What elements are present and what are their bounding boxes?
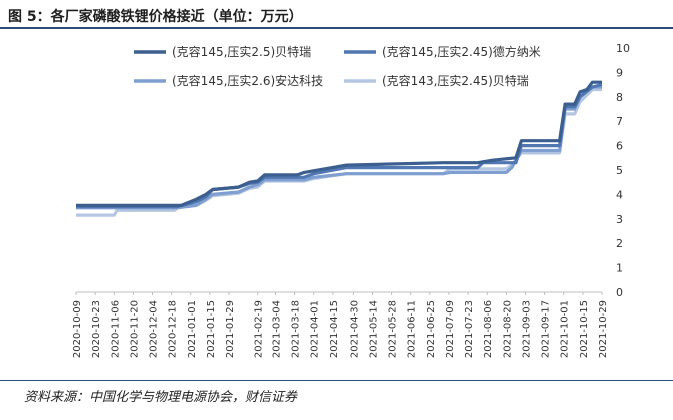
y-tick-label: 6	[616, 140, 623, 153]
x-tick-label: 2021-04-01	[310, 300, 321, 358]
x-tick-label: 2021-06-11	[407, 300, 418, 358]
y-tick-label: 9	[616, 66, 623, 79]
series-line-4	[76, 87, 602, 217]
x-tick-label: 2021-01-15	[206, 300, 217, 358]
x-tick-label: 2020-12-18	[168, 300, 179, 358]
x-tick-label: 2021-08-06	[483, 300, 494, 358]
x-tick-label: 2021-01-01	[187, 300, 198, 358]
x-tick-label: 2021-09-17	[541, 300, 552, 358]
y-tick-label: 5	[616, 164, 623, 177]
x-tick-label: 2020-11-20	[129, 300, 140, 358]
x-tick-label: 2020-10-23	[91, 300, 102, 358]
x-tick-label: 2021-04-30	[349, 300, 360, 358]
x-tick-label: 2020-12-04	[149, 300, 160, 358]
y-tick-label: 4	[616, 188, 623, 201]
y-tick-label: 1	[616, 262, 623, 275]
y-tick-label: 10	[616, 42, 630, 55]
legend-label-2: (克容145,压实2.45)德方纳米	[382, 44, 541, 59]
legend-label-1: (克容145,压实2.5)贝特瑞	[172, 44, 311, 59]
x-tick-label: 2021-01-29	[225, 300, 236, 358]
x-tick-label: 2021-08-20	[502, 300, 513, 358]
x-tick-label: 2021-09-03	[521, 300, 532, 358]
y-tick-label: 8	[616, 91, 623, 104]
y-tick-label: 0	[616, 286, 623, 299]
title-rule	[0, 27, 673, 29]
x-tick-label: 2021-05-14	[368, 300, 379, 358]
series-line-2	[76, 83, 603, 209]
x-tick-label: 2021-07-09	[445, 300, 456, 358]
x-tick-label: 2020-11-06	[110, 300, 121, 358]
x-tick-label: 2021-04-15	[329, 300, 340, 358]
source-note: 资料来源：中国化学与物理电源协会，财信证券	[24, 390, 298, 405]
legend-label-3: (克容145,压实2.6)安达科技	[172, 73, 323, 88]
y-tick-label: 7	[616, 115, 623, 128]
x-tick-label: 2021-06-25	[426, 300, 437, 358]
x-tick-label: 2021-02-19	[254, 300, 265, 358]
y-tick-label: 2	[616, 237, 623, 250]
x-tick-label: 2021-05-28	[388, 300, 399, 358]
legend-label-4: (克容143,压实2.45)贝特瑞	[382, 73, 529, 88]
chart-title: 图 5：各厂家磷酸铁锂价格接近（单位：万元）	[8, 9, 303, 25]
x-tick-label: 2021-10-29	[598, 300, 609, 358]
y-tick-label: 3	[616, 213, 623, 226]
footer-rule	[0, 380, 673, 381]
x-tick-label: 2021-10-15	[579, 300, 590, 358]
line-chart: 0 1 2 3 4 5 6 7 8 9 10 2020-10-09 2020-10-23 2020-11-…	[72, 42, 630, 358]
series-line-3	[76, 85, 602, 210]
x-tick-label: 2021-03-04	[271, 300, 282, 358]
x-tick-label: 2021-10-01	[560, 300, 571, 358]
x-tick-label: 2021-03-18	[291, 300, 302, 358]
x-tick-label: 2020-10-09	[72, 300, 83, 358]
x-tick-label: 2021-07-23	[464, 300, 475, 358]
series-line-1	[76, 80, 602, 207]
